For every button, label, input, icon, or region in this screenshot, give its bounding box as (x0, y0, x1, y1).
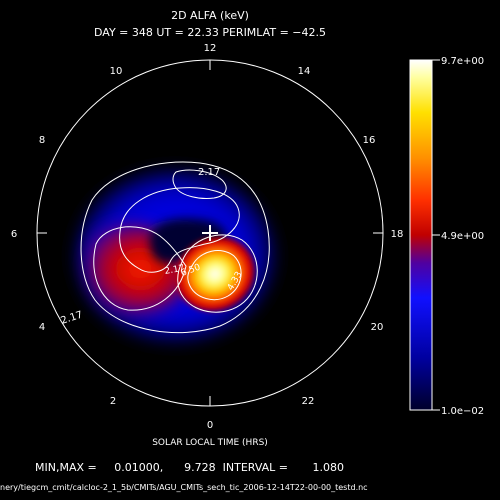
contour-6-50 (187, 250, 242, 301)
chart-title: 2D ALFA (keV) (171, 9, 249, 22)
hour-labels: 12 14 16 18 20 22 0 2 4 6 8 10 (11, 43, 404, 431)
hour-ticks (37, 60, 383, 406)
contour-4-33 (177, 234, 258, 313)
color-field (73, 168, 277, 344)
hour-label-22: 22 (302, 396, 315, 407)
contour-top-loop (172, 169, 227, 199)
chart-subtitle: DAY = 348 UT = 22.33 PERIMLAT = −42.5 (94, 26, 326, 39)
hour-label-6: 6 (11, 229, 17, 240)
hour-label-18: 18 (391, 229, 404, 240)
hour-label-0: 0 (207, 420, 213, 431)
hour-label-10: 10 (110, 66, 123, 77)
hour-label-4: 4 (39, 322, 45, 333)
contour-outer-2-17 (80, 161, 270, 334)
hour-label-12: 12 (204, 43, 217, 54)
contour-label: 2.17 (164, 264, 185, 277)
hour-label-2: 2 (110, 396, 116, 407)
contour-inner-2-17 (119, 187, 240, 273)
colorbar-max-label: 9.7e+00 (441, 56, 484, 67)
stats-line: MIN,MAX = 0.01000, 9.728 INTERVAL = 1.08… (35, 461, 344, 474)
colorbar: 9.7e+00 4.9e+00 1.0e−02 (409, 56, 484, 417)
colorbar-min-label: 1.0e−02 (441, 406, 484, 417)
contour-lines (80, 161, 270, 334)
hour-label-8: 8 (39, 135, 45, 146)
x-axis-label: SOLAR LOCAL TIME (HRS) (152, 438, 268, 448)
contour-label: 2.17 (198, 167, 220, 178)
hour-label-20: 20 (371, 322, 384, 333)
contour-red-band (93, 226, 187, 311)
pole-plus-marker (202, 225, 218, 241)
polar-disk: 2.17 2.17 2.17 4.33 6.50 12 14 16 18 20 … (11, 43, 404, 431)
hour-label-16: 16 (363, 135, 376, 146)
colorbar-gradient (409, 59, 433, 411)
colorbar-mid-label: 4.9e+00 (441, 231, 484, 242)
hour-label-14: 14 (298, 66, 311, 77)
file-path: nery/tiegcm_cmit/calcloc-2_1_5b/CMITs/AG… (0, 483, 368, 492)
